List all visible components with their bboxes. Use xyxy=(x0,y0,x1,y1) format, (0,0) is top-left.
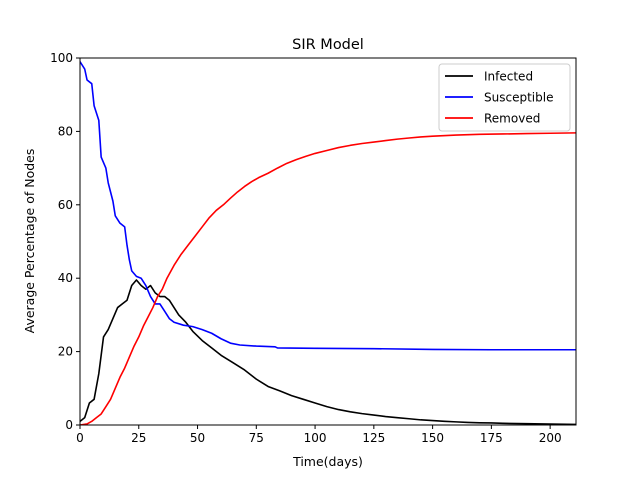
x-tick-label: 75 xyxy=(249,431,264,445)
x-tick-label: 175 xyxy=(480,431,503,445)
x-tick-label: 25 xyxy=(131,431,146,445)
x-tick-label: 50 xyxy=(190,431,205,445)
legend-box xyxy=(438,63,571,132)
y-tick-label: 40 xyxy=(58,271,73,285)
x-tick-label: 0 xyxy=(76,431,84,445)
series-group xyxy=(80,60,576,425)
legend: Infected Susceptible Removed xyxy=(438,63,571,132)
x-tick-label: 125 xyxy=(362,431,385,445)
series-line-infected xyxy=(80,279,576,425)
y-tick-label: 20 xyxy=(58,345,73,359)
chart-title: SIR Model xyxy=(292,37,364,53)
x-tick-label: 200 xyxy=(539,431,562,445)
legend-label-infected: Infected xyxy=(484,70,533,84)
y-tick-label: 100 xyxy=(50,51,73,65)
legend-label-removed: Removed xyxy=(484,112,540,126)
axes-frame xyxy=(79,57,577,426)
plot-area: 0 25 50 75 100 125 150 175 200 0 20 40 60 80 100 Infect… xyxy=(50,51,577,445)
series-line-removed xyxy=(80,132,576,425)
y-tick-label: 80 xyxy=(58,124,73,138)
y-axis-label: Average Percentage of Nodes xyxy=(22,149,37,334)
legend-label-susceptible: Susceptible xyxy=(484,91,553,105)
x-axis-label: Time(days) xyxy=(292,454,363,469)
series-line-susceptible xyxy=(80,60,576,351)
y-tick-label: 60 xyxy=(58,198,73,212)
x-tick-label: 100 xyxy=(304,431,327,445)
y-tick-label: 0 xyxy=(65,418,73,432)
x-tick-label: 150 xyxy=(421,431,444,445)
